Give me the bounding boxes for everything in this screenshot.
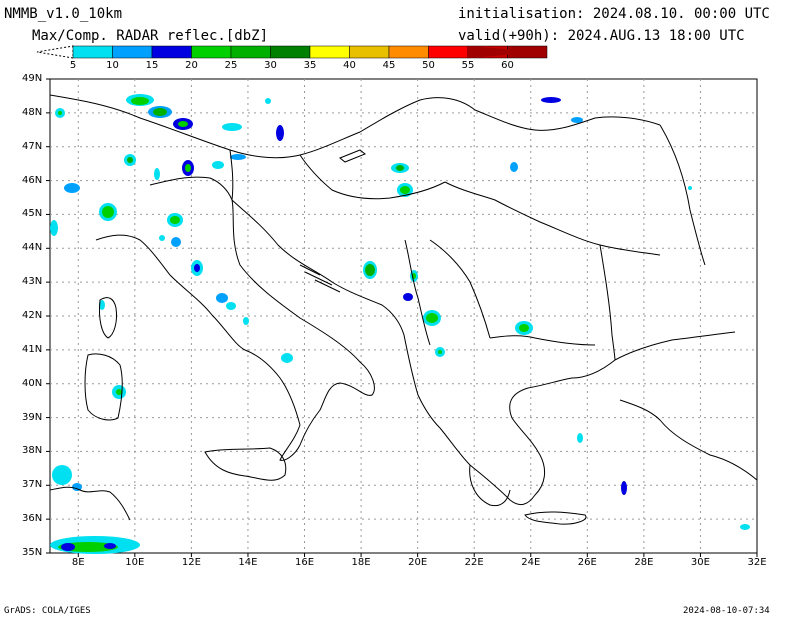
- lon-label: 10E: [125, 557, 145, 568]
- legend-label: 50: [422, 60, 435, 71]
- legend-label: 45: [382, 60, 396, 71]
- legend-label: 40: [343, 60, 356, 71]
- model-title: NMMB_v1.0_10km: [4, 6, 123, 22]
- legend-over-arrow: [468, 46, 544, 58]
- lat-label: 42N: [22, 310, 43, 321]
- lat-label: 44N: [22, 242, 43, 254]
- legend-swatch: [388, 45, 429, 59]
- lat-label: 38N: [22, 445, 43, 457]
- legend-label: 30: [264, 60, 277, 71]
- lon-label: 20E: [408, 557, 428, 568]
- legend-label: 35: [303, 60, 317, 71]
- valid-time: valid(+90h): 2024.AUG.13 18:00 UTC: [458, 28, 745, 44]
- legend-under-arrow: [36, 45, 74, 59]
- legend-label: 20: [185, 60, 198, 71]
- lat-label: 45N: [22, 208, 43, 220]
- legend-swatch: [270, 45, 311, 59]
- lat-label: 47N: [22, 140, 43, 152]
- lat-label: 48N: [22, 106, 43, 118]
- lon-label: 26E: [577, 557, 597, 568]
- radar-echoes: [50, 94, 750, 554]
- lon-label: 28E: [634, 557, 654, 568]
- legend-swatch: [112, 45, 153, 59]
- legend-swatch: [72, 45, 113, 59]
- legend-swatch: [151, 45, 192, 59]
- legend-label: 15: [145, 60, 159, 71]
- lon-label: 32E: [747, 557, 767, 568]
- lon-label: 12E: [181, 557, 201, 568]
- lat-label: 36N: [22, 513, 43, 525]
- lon-label: 24E: [521, 557, 541, 568]
- legend-label: 25: [224, 60, 238, 71]
- legend-swatch: [230, 45, 271, 59]
- lon-label: 8E: [71, 557, 85, 568]
- lat-label: 46N: [22, 174, 43, 186]
- lat-label: 43N: [22, 276, 43, 288]
- color-legend: [36, 45, 548, 59]
- legend-label: 60: [501, 60, 514, 71]
- lat-label: 35N: [22, 547, 43, 558]
- lat-label: 41N: [22, 343, 43, 355]
- legend-swatch: [309, 45, 350, 59]
- coastlines: [49, 149, 758, 525]
- lon-label: 30E: [690, 557, 710, 568]
- legend-label: 55: [461, 60, 475, 71]
- lon-label: 14E: [238, 557, 258, 568]
- init-time: initialisation: 2024.08.10. 00:00 UTC: [458, 6, 770, 22]
- legend-swatch: [428, 45, 469, 59]
- political-borders: [49, 94, 706, 361]
- legend-swatch: [349, 45, 390, 59]
- axis-ticks: [46, 78, 758, 557]
- legend-swatch: [191, 45, 232, 59]
- footer-timestamp: 2024-08-10-07:34: [683, 606, 770, 616]
- lat-label: 37N: [22, 479, 43, 491]
- legend-label: 10: [106, 60, 119, 71]
- lon-label: 16E: [294, 557, 315, 568]
- lat-label: 39N: [22, 411, 43, 423]
- product-title: Max/Comp. RADAR reflec.[dbZ]: [32, 28, 269, 44]
- legend-label: 5: [69, 60, 77, 71]
- lat-label: 40N: [22, 377, 43, 389]
- lon-label: 18E: [351, 557, 371, 568]
- lon-label: 22E: [464, 557, 484, 568]
- grid-lines: [50, 79, 757, 553]
- footer-credit: GrADS: COLA/IGES: [4, 606, 91, 616]
- lat-label: 49N: [22, 73, 43, 84]
